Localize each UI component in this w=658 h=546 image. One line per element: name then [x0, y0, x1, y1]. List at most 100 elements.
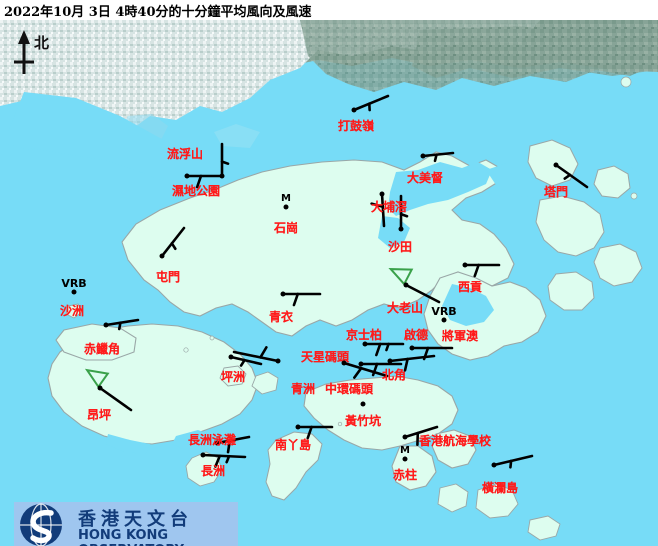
station-label: 大美督 — [406, 171, 444, 185]
station-label: 塔門 — [543, 185, 569, 199]
wind-barb — [201, 453, 247, 468]
station-marker[interactable] — [214, 440, 220, 446]
station-label: 沙田 — [387, 240, 413, 254]
gale-pennant — [84, 368, 110, 389]
variable-wind-marker: VRB — [431, 305, 457, 318]
station-label: 大埔滘 — [370, 200, 408, 214]
logo-text-en: HONG KONG OBSERVATORY — [78, 528, 184, 546]
station-label: 將軍澳 — [441, 329, 479, 343]
wind-barb — [281, 292, 322, 307]
north-arrow: 北 — [8, 28, 68, 78]
wind-barb — [421, 151, 455, 163]
station-marker[interactable] — [402, 434, 408, 440]
wind-barb — [215, 435, 251, 454]
station-label: 流浮山 — [166, 147, 204, 161]
wind-barb — [229, 355, 263, 367]
station-marker[interactable] — [360, 401, 366, 407]
station-marker[interactable] — [491, 462, 497, 468]
station-label: 打鼓嶺 — [337, 119, 375, 133]
station-marker[interactable] — [341, 360, 347, 366]
gale-pennant — [388, 268, 414, 286]
wind-barb — [220, 142, 230, 178]
station-marker[interactable] — [159, 253, 165, 259]
hko-logo: 香港天文台 HONG KONG OBSERVATORY — [14, 502, 238, 546]
station-label: 京士柏 — [345, 328, 383, 342]
station-label: 天星碼頭 — [300, 350, 350, 364]
wind-barb — [492, 454, 534, 469]
wind-barb — [363, 342, 405, 357]
wind-barb — [403, 425, 439, 446]
page-title: 2022年10月 3日 4時40分的十分鐘平均風向及風速 — [4, 5, 312, 20]
north-label: 北 — [34, 34, 50, 52]
station-marker[interactable] — [402, 456, 408, 462]
wind-barb — [388, 268, 441, 304]
station-marker[interactable] — [103, 322, 109, 328]
station-marker[interactable] — [97, 385, 103, 391]
title-bar: 2022年10月 3日 4時40分的十分鐘平均風向及風速 — [0, 0, 658, 20]
logo-text-cn: 香港天文台 — [78, 509, 193, 530]
variable-wind-marker: VRB — [61, 277, 87, 290]
station-marker[interactable] — [228, 354, 234, 360]
station-label: 橫瀾島 — [481, 481, 519, 495]
wind-barb — [104, 318, 140, 331]
wind-barb — [160, 226, 186, 258]
wind-barb — [463, 263, 501, 278]
station-marker[interactable] — [441, 317, 447, 323]
station-label: 屯門 — [155, 270, 181, 284]
station-label: 北角 — [381, 368, 407, 382]
station-marker[interactable] — [362, 341, 368, 347]
station-label: 南丫島 — [274, 438, 312, 452]
wind-barb — [352, 94, 390, 112]
station-label: 啟德 — [403, 328, 429, 342]
maintenance-marker: M — [281, 193, 291, 204]
station-marker[interactable] — [420, 153, 426, 159]
station-marker[interactable] — [200, 452, 206, 458]
station-label: 赤鱲角 — [83, 342, 121, 356]
station-marker[interactable] — [398, 226, 404, 232]
station-marker[interactable] — [351, 107, 357, 113]
station-label: 大老山 — [386, 301, 424, 315]
station-marker[interactable] — [283, 204, 289, 210]
station-marker[interactable] — [71, 289, 77, 295]
wind-barb — [232, 346, 280, 363]
wind-barb — [399, 194, 409, 231]
maintenance-marker: M — [400, 445, 410, 456]
wind-barb — [296, 425, 334, 440]
station-marker[interactable] — [184, 173, 190, 179]
station-marker[interactable] — [403, 282, 409, 288]
station-marker[interactable] — [219, 173, 225, 179]
station-label: 青衣 — [268, 310, 294, 324]
station-marker[interactable] — [295, 424, 301, 430]
station-label: 黃竹坑 — [344, 414, 382, 428]
station-marker[interactable] — [358, 361, 364, 367]
station-label: 長洲泳灘 — [187, 433, 237, 447]
station-label: 長洲 — [200, 464, 226, 478]
station-label: 青洲 — [290, 382, 316, 396]
wind-barb — [554, 163, 589, 189]
station-marker[interactable] — [553, 162, 559, 168]
station-marker[interactable] — [275, 358, 281, 364]
wind-barb — [342, 361, 389, 379]
north-arrow-icon — [14, 30, 34, 74]
station-marker[interactable] — [280, 291, 286, 297]
station-label: 赤柱 — [392, 468, 418, 482]
station-marker[interactable] — [409, 345, 415, 351]
station-label: 昂坪 — [86, 408, 112, 422]
station-marker[interactable] — [462, 262, 468, 268]
wind-barb — [84, 368, 133, 412]
map-canvas[interactable]: 北 打鼓嶺 流浮山 濕地公園 M 石崗 屯門 大美督 塔門 大埔滘 沙田 西貢 大老山 青衣 京士柏 啟德 V… — [0, 20, 658, 546]
station-label: 石崗 — [273, 221, 299, 235]
station-marker[interactable] — [379, 191, 385, 197]
wind-barb-layer — [84, 94, 589, 469]
wind-barb — [185, 174, 224, 189]
station-label: 濕地公園 — [171, 184, 221, 198]
station-label: 坪洲 — [220, 370, 246, 384]
station-label: 西貢 — [457, 280, 483, 294]
map-geography — [0, 20, 658, 546]
hko-logo-icon — [20, 503, 62, 546]
station-label: 沙洲 — [59, 304, 85, 318]
station-label: 香港航海學校 — [418, 434, 492, 448]
station-marker[interactable] — [387, 358, 393, 364]
wind-barb — [370, 192, 386, 228]
